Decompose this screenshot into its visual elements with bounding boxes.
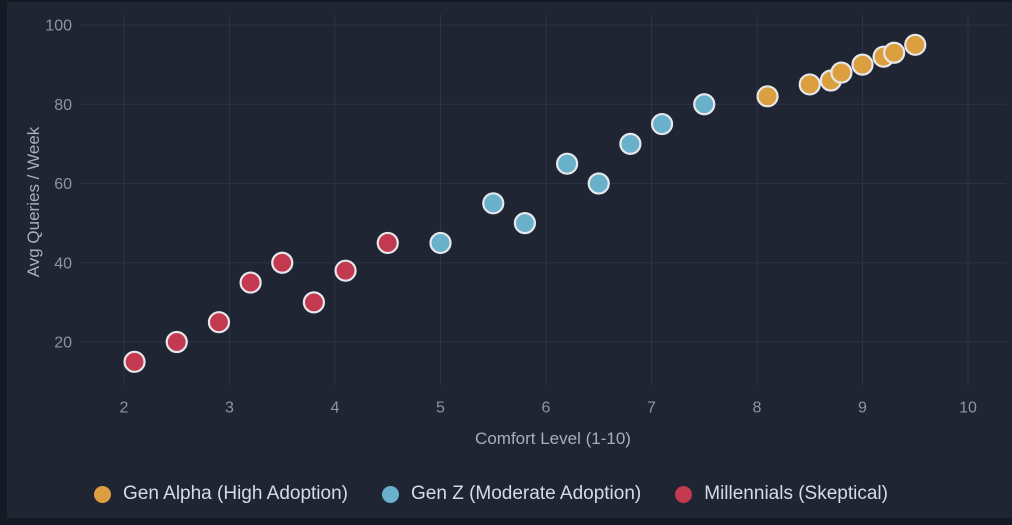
data-point[interactable] — [165, 330, 188, 354]
legend-item-gen-alpha[interactable]: Gen Alpha (High Adoption) — [94, 483, 348, 505]
legend-label-millennials: Millennials (Skeptical) — [704, 483, 888, 504]
y-tick-label: 40 — [54, 255, 72, 272]
data-point[interactable] — [619, 132, 642, 155]
data-point[interactable] — [756, 85, 779, 108]
data-point[interactable] — [798, 73, 821, 96]
x-tick-label: 7 — [647, 399, 656, 416]
data-point[interactable] — [271, 251, 294, 274]
data-point[interactable] — [587, 172, 610, 195]
x-tick-label: 2 — [120, 399, 129, 416]
series-0 — [756, 33, 927, 108]
data-point[interactable] — [904, 33, 927, 56]
data-point[interactable] — [239, 271, 262, 294]
data-point[interactable] — [830, 61, 853, 84]
x-tick-label: 6 — [542, 399, 551, 416]
y-tick-label: 100 — [45, 18, 72, 35]
legend-item-gen-z[interactable]: Gen Z (Moderate Adoption) — [382, 483, 641, 505]
data-point[interactable] — [123, 350, 146, 373]
y-tick-label: 20 — [54, 335, 72, 352]
x-tick-label: 5 — [436, 399, 445, 416]
legend-label-gen-z: Gen Z (Moderate Adoption) — [411, 483, 642, 504]
x-tick-label: 4 — [331, 399, 340, 416]
data-point[interactable] — [650, 112, 674, 136]
data-point[interactable] — [334, 259, 357, 282]
y-axis-title: Avg Queries / Week — [24, 126, 43, 278]
data-point[interactable] — [555, 152, 579, 175]
x-axis-title: Comfort Level (1-10) — [475, 429, 631, 448]
series-1 — [429, 93, 716, 255]
data-point[interactable] — [883, 41, 906, 64]
data-point[interactable] — [513, 212, 537, 235]
series-2 — [123, 231, 399, 373]
x-tick-label: 3 — [225, 399, 234, 416]
chart-legend: Gen Alpha (High Adoption) Gen Z (Moderat… — [94, 483, 888, 505]
legend-marker-gen-alpha-icon — [94, 485, 111, 503]
legend-marker-gen-z-icon — [382, 485, 399, 503]
y-tick-label: 60 — [54, 176, 72, 193]
y-tick-label: 80 — [54, 97, 72, 114]
data-point[interactable] — [693, 93, 716, 116]
data-point[interactable] — [482, 192, 505, 215]
axis-tick-labels: 2 3 4 5 6 7 8 9 10 20 40 60 80 100 — [45, 18, 977, 417]
legend-item-millennials[interactable]: Millennials (Skeptical) — [675, 483, 888, 505]
x-tick-label: 10 — [959, 399, 977, 416]
data-point[interactable] — [302, 291, 325, 314]
x-tick-label: 8 — [753, 399, 762, 416]
chart-panel: 2 3 4 5 6 7 8 9 10 20 40 60 80 100 Comfort Level (1-1… — [7, 2, 1012, 518]
data-point[interactable] — [851, 53, 874, 76]
gridlines — [80, 14, 1006, 385]
x-tick-label: 9 — [858, 399, 867, 416]
data-point[interactable] — [429, 231, 452, 255]
legend-marker-millennials-icon — [675, 485, 693, 503]
legend-label-gen-alpha: Gen Alpha (High Adoption) — [123, 483, 348, 504]
data-point[interactable] — [207, 311, 231, 334]
data-point[interactable] — [376, 231, 399, 255]
